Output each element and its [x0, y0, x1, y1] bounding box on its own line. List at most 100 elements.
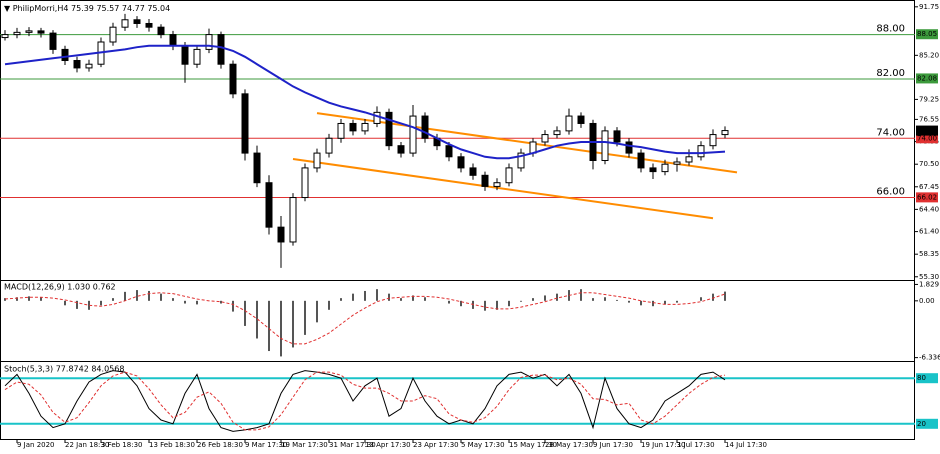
candle-body: [157, 26, 165, 36]
histogram-bar: [328, 300, 330, 310]
indicator-label: Stoch(5,3,3) 77.8742 84.0568: [4, 365, 124, 374]
histogram-bar: [412, 295, 414, 301]
histogram-bar: [88, 300, 90, 310]
moving-average: [4, 44, 726, 160]
y-tick-label: 61.40: [919, 228, 939, 236]
candle-body: [205, 34, 213, 50]
histogram-bar: [172, 298, 174, 301]
histogram-bar: [364, 290, 366, 301]
candle-body: [469, 167, 477, 176]
menu-arrow: ▼: [4, 4, 13, 13]
candle-body: [325, 137, 333, 154]
x-tick-label: 3 Feb 18:30: [101, 441, 142, 449]
price-tag-label: 74.00: [917, 134, 937, 142]
x-tick-label: 13 Feb 18:30: [149, 441, 195, 449]
candle-body: [565, 115, 573, 132]
candle-body: [553, 130, 561, 136]
y-tick-label: 76.55: [919, 115, 939, 123]
price-tag-label: 82.08: [917, 74, 937, 82]
level-label: 82.00: [876, 68, 905, 79]
histogram-bar: [292, 300, 294, 348]
y-tick-label: 0.00: [919, 297, 935, 305]
candle-body: [409, 115, 417, 154]
candle-body: [289, 197, 297, 243]
histogram-bar: [40, 297, 42, 301]
x-tick-label: 9 Jan 2020: [17, 441, 55, 449]
candle-body: [265, 182, 273, 228]
y-tick-label: 64.40: [919, 205, 939, 213]
x-tick-label: 9 Jun 17:30: [593, 441, 633, 449]
x-tick-label: 19 Mar 17:30: [281, 441, 328, 449]
histogram-bar: [136, 290, 138, 301]
histogram-bar: [640, 300, 642, 306]
candle-body: [421, 115, 429, 139]
x-tick-label: 1 Jul 17:30: [677, 441, 715, 449]
candle-body: [133, 19, 141, 24]
oscillator-line: [4, 371, 726, 431]
candle-body: [241, 93, 249, 154]
symbol-info: ▼ PhilipMorri,H4 75.39 75.57 74.77 75.04: [4, 4, 170, 13]
histogram-bar: [712, 293, 714, 301]
candle-body: [697, 145, 705, 158]
price-tag: [916, 29, 938, 40]
histogram-bar: [268, 300, 270, 352]
histogram-bar: [616, 299, 618, 301]
candle-body: [493, 182, 501, 187]
candle-body: [517, 152, 525, 169]
candle-body: [649, 167, 657, 173]
histogram-bar: [220, 300, 222, 304]
candle-body: [709, 134, 717, 147]
y-tick-label: 79.25: [919, 95, 939, 103]
candle-body: [397, 145, 405, 154]
price-tag-label: 20: [917, 420, 926, 428]
candle-body: [229, 63, 237, 95]
level-label: 88.00: [876, 24, 905, 35]
y-tick-label: 67.45: [919, 183, 939, 191]
price-tag: [916, 133, 938, 144]
candle-body: [373, 111, 381, 124]
candle-body: [685, 156, 693, 163]
price-tag: [916, 73, 938, 84]
candle-body: [613, 130, 621, 143]
histogram-bar: [520, 300, 522, 302]
histogram-bar: [376, 289, 378, 301]
histogram-bar: [676, 300, 678, 303]
candle-body: [49, 32, 57, 50]
y-tick-label: 91.75: [919, 3, 939, 11]
histogram-bar: [340, 298, 342, 301]
candle-body: [181, 45, 189, 65]
histogram-bar: [28, 296, 30, 301]
level-label: 74.00: [876, 127, 905, 138]
candle-body: [217, 34, 225, 65]
histogram-bar: [700, 297, 702, 301]
histogram-bar: [580, 289, 582, 301]
candle-body: [109, 26, 117, 43]
histogram-bar: [244, 300, 246, 326]
histogram-bar: [196, 300, 198, 305]
histogram-bar: [232, 300, 234, 312]
candle-body: [661, 163, 669, 173]
signal-line: [4, 292, 726, 345]
histogram-bar: [124, 291, 126, 301]
candle-body: [337, 122, 345, 139]
histogram-bar: [352, 293, 354, 301]
price-tag: [916, 192, 938, 203]
histogram-bar: [100, 300, 102, 306]
candle-body: [169, 34, 177, 47]
candle-body: [625, 141, 633, 154]
x-tick-label: 22 Jan 18:30: [65, 441, 109, 449]
price-tag-label: 88.05: [917, 30, 937, 38]
candle-body: [25, 30, 33, 33]
histogram-bar: [64, 300, 66, 306]
histogram-bar: [4, 298, 6, 301]
histogram-bar: [628, 300, 630, 303]
candle-body: [637, 152, 645, 169]
price-tag-label: 80: [917, 374, 926, 382]
candle-body: [385, 111, 393, 147]
candle-body: [253, 152, 261, 184]
histogram-bar: [280, 300, 282, 357]
price-tag-label: 75.04: [917, 127, 938, 135]
histogram-bar: [652, 300, 654, 307]
histogram-bar: [112, 298, 114, 301]
